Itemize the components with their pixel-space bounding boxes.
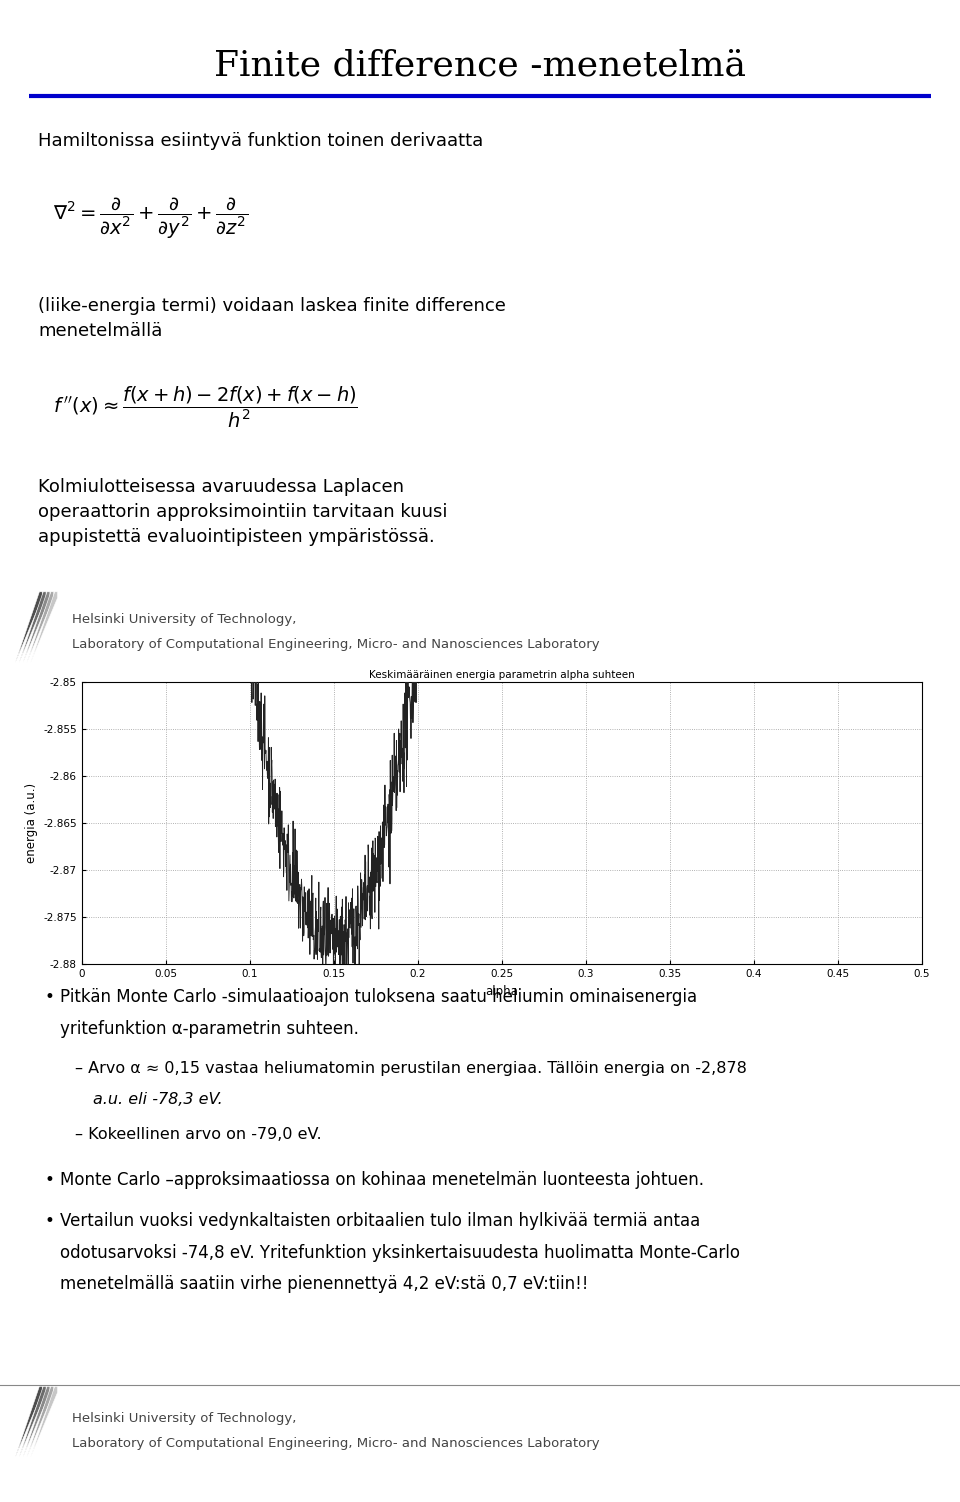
Text: Helsinki University of Technology,: Helsinki University of Technology, [72, 1412, 297, 1425]
Text: $\nabla^2 = \dfrac{\partial}{\partial x^2} + \dfrac{\partial}{\partial y^2} + \d: $\nabla^2 = \dfrac{\partial}{\partial x^… [53, 195, 248, 240]
Polygon shape [27, 592, 54, 662]
Text: Vertailun vuoksi vedynkaltaisten orbitaalien tulo ilman hylkivää termiä antaa: Vertailun vuoksi vedynkaltaisten orbitaa… [60, 1212, 700, 1230]
Title: Keskimääräinen energia parametrin alpha suhteen: Keskimääräinen energia parametrin alpha … [369, 670, 635, 680]
Polygon shape [23, 592, 50, 662]
Text: (liike-energia termi) voidaan laskea finite difference
menetelmällä: (liike-energia termi) voidaan laskea fin… [38, 297, 506, 341]
Polygon shape [27, 1386, 54, 1457]
Text: Hamiltonissa esiintyvä funktion toinen derivaatta: Hamiltonissa esiintyvä funktion toinen d… [38, 132, 484, 150]
X-axis label: alpha: alpha [485, 985, 518, 997]
Text: •: • [44, 988, 54, 1006]
Text: $f^{\,\prime\prime}(x) \approx \dfrac{f(x+h) - 2f(x) + f(x-h)}{h^2}$: $f^{\,\prime\prime}(x) \approx \dfrac{f(… [53, 385, 358, 430]
Polygon shape [31, 1386, 58, 1457]
Text: – Arvo α ≈ 0,15 vastaa heliumatomin perustilan energiaa. Tällöin energia on -2,8: – Arvo α ≈ 0,15 vastaa heliumatomin peru… [75, 1060, 747, 1075]
Text: Pitkän Monte Carlo -simulaatioajon tuloksena saatu heliumin ominaisenergia: Pitkän Monte Carlo -simulaatioajon tulok… [60, 988, 697, 1006]
Text: Laboratory of Computational Engineering, Micro- and Nanosciences Laboratory: Laboratory of Computational Engineering,… [72, 638, 600, 652]
Polygon shape [15, 592, 42, 662]
Text: Helsinki University of Technology,: Helsinki University of Technology, [72, 613, 297, 626]
Text: Laboratory of Computational Engineering, Micro- and Nanosciences Laboratory: Laboratory of Computational Engineering,… [72, 1437, 600, 1451]
Text: Monte Carlo –approksimaatiossa on kohinaa menetelmän luonteesta johtuen.: Monte Carlo –approksimaatiossa on kohina… [60, 1172, 704, 1190]
Polygon shape [19, 1386, 46, 1457]
Text: •: • [44, 1172, 54, 1190]
Text: yritefunktion α-parametrin suhteen.: yritefunktion α-parametrin suhteen. [60, 1020, 358, 1038]
Text: a.u. eli -78,3 eV.: a.u. eli -78,3 eV. [93, 1092, 223, 1107]
Polygon shape [19, 592, 46, 662]
Polygon shape [31, 592, 58, 662]
Text: – Kokeellinen arvo on -79,0 eV.: – Kokeellinen arvo on -79,0 eV. [75, 1126, 322, 1142]
Polygon shape [23, 1386, 50, 1457]
Text: menetelmällä saatiin virhe pienennettyä 4,2 eV:stä 0,7 eV:tiin!!: menetelmällä saatiin virhe pienennettyä … [60, 1275, 588, 1293]
Text: Kolmiulotteisessa avaruudessa Laplacen
operaattorin approksimointiin tarvitaan k: Kolmiulotteisessa avaruudessa Laplacen o… [38, 478, 448, 545]
Text: Finite difference -menetelmä: Finite difference -menetelmä [214, 48, 746, 83]
Y-axis label: energia (a.u.): energia (a.u.) [25, 783, 37, 864]
Polygon shape [15, 1386, 42, 1457]
Text: odotusarvoksi -74,8 eV. Yritefunktion yksinkertaisuudesta huolimatta Monte-Carlo: odotusarvoksi -74,8 eV. Yritefunktion yk… [60, 1244, 739, 1262]
Text: •: • [44, 1212, 54, 1230]
